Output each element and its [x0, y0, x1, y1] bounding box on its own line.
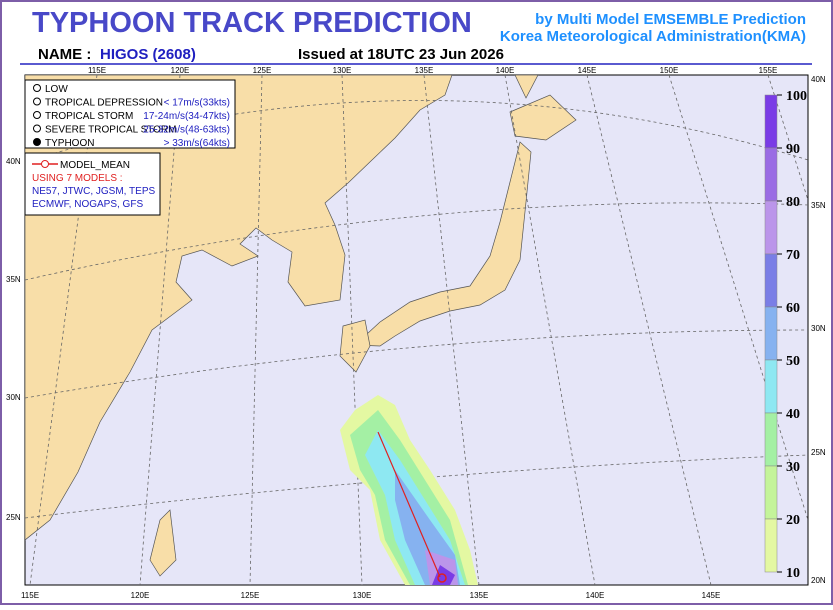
typhoon-name: HIGOS (2608) [100, 46, 196, 63]
colorbar-label: 70 [786, 248, 800, 263]
lon-label: 135E [415, 66, 434, 75]
lon-label: 145E [702, 591, 721, 600]
legend-box [24, 79, 236, 149]
colorbar-segment [764, 147, 778, 202]
lat-label: 25N [6, 513, 21, 522]
lon-label: 145E [578, 66, 597, 75]
lon-label: 130E [333, 66, 352, 75]
hokkaido [509, 94, 577, 141]
colorbar-label: 20 [786, 513, 800, 528]
legend-range: < 17m/s(33kts) [164, 98, 230, 109]
colorbar-label: 90 [786, 142, 800, 157]
legend-symbol [33, 124, 41, 133]
legend-label: LOW [45, 84, 68, 95]
colorbar-segment [764, 306, 778, 361]
lat-label: 40N [6, 157, 21, 166]
models-title: USING 7 MODELS : [32, 173, 123, 184]
lon-label: 125E [253, 66, 272, 75]
colorbar-segment [764, 200, 778, 255]
colorbar-segment [764, 518, 778, 573]
lon-label: 130E [353, 591, 372, 600]
sakhalin [514, 75, 539, 99]
lat-label: 35N [811, 201, 826, 210]
models: ECMWF, NOGAPS, GFS [32, 199, 143, 210]
colorbar-label: 30 [786, 460, 800, 475]
legend-label: MODEL_MEAN [60, 160, 130, 171]
lon-label: 155E [759, 66, 778, 75]
probability-swath [340, 395, 478, 585]
legend-range: > 33m/s(64kts) [164, 138, 230, 149]
legend-range: 17-24m/s(34-47kts) [143, 111, 230, 122]
issued: Issued at 18UTC 23 Jun 2026 [298, 46, 504, 63]
track-point [437, 573, 447, 583]
legend-symbol [33, 138, 41, 146]
lat-label: 35N [6, 275, 21, 284]
colorbar-label: 50 [786, 354, 800, 369]
lat-label: 25N [811, 448, 826, 457]
legend-range: 25-32m/s(48-63kts) [143, 125, 230, 136]
name-label: NAME : [38, 46, 91, 63]
subtitle: Korea Meteorological Administration(KMA) [500, 28, 806, 45]
lat-label: 40N [811, 75, 826, 84]
colorbar-segment [764, 465, 778, 520]
legend-symbol [33, 97, 41, 106]
honshu [354, 141, 532, 347]
colorbar-label: 80 [786, 195, 800, 210]
colorbar-segment [764, 412, 778, 467]
title: TYPHOON TRACK PREDICTION [32, 7, 472, 39]
lat-label: 30N [811, 324, 826, 333]
models: NE57, JTWC, JGSM, TEPS [32, 186, 155, 197]
legend-label: SEVERE TROPICAL STORM [45, 125, 177, 136]
colorbar-segment [764, 359, 778, 414]
taiwan [149, 509, 177, 577]
legend-box [24, 152, 161, 216]
subtitle: by Multi Model EMSEMBLE Prediction [535, 11, 806, 28]
colorbar-label: 10 [786, 566, 800, 581]
intensity-legend: LOW TROPICAL DEPRESSION < 17m/s(33kts) TROP… [24, 79, 236, 149]
colorbar-label: 40 [786, 407, 800, 422]
legend-symbol [33, 84, 41, 92]
colorbar-segment [764, 253, 778, 308]
colorbar-label: 100 [786, 89, 807, 104]
legend-symbol [41, 160, 49, 168]
lon-label: 140E [586, 591, 605, 600]
lon-label: 125E [241, 591, 260, 600]
lat-label: 30N [6, 393, 21, 402]
colorbar-label: 60 [786, 301, 800, 316]
lat-label: 20N [811, 576, 826, 585]
kyushu [339, 319, 371, 373]
legend-label: TYPHOON [45, 138, 94, 149]
map [24, 74, 809, 586]
lon-label: 115E [21, 591, 39, 600]
legend-label: TROPICAL DEPRESSION [45, 98, 163, 109]
lon-label: 150E [660, 66, 679, 75]
legend-label: TROPICAL STORM [45, 111, 133, 122]
lon-label: 140E [496, 66, 515, 75]
model-legend: MODEL_MEAN USING 7 MODELS : NE57, JTWC, … [24, 152, 161, 216]
colorbar: 100 90 80 70 60 50 40 30 20 10 [764, 89, 807, 581]
lon-label: 120E [171, 66, 190, 75]
lon-label: 135E [470, 591, 489, 600]
colorbar-segment [764, 94, 778, 149]
legend-symbol [33, 111, 41, 119]
lon-label: 120E [131, 591, 150, 600]
lon-label: 115E [88, 66, 106, 75]
mean-track [377, 431, 441, 578]
